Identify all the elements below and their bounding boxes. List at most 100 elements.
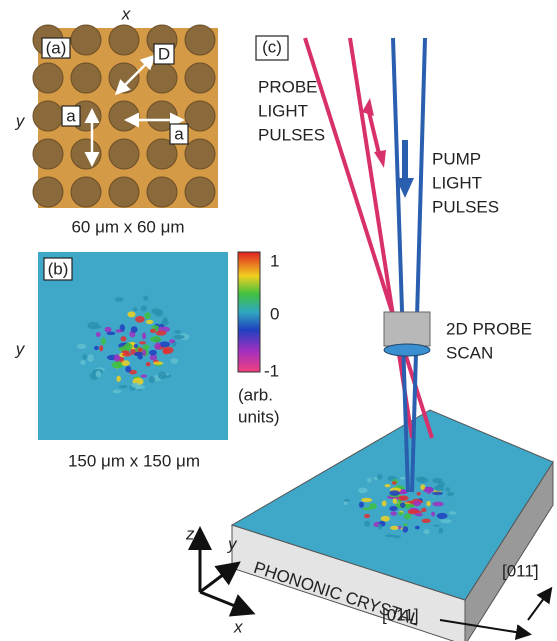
hole [33,177,63,207]
texture [423,529,429,534]
texture [141,375,148,378]
hole [109,139,139,169]
hole [33,101,63,131]
texture [420,484,425,490]
texture [378,524,382,530]
texture [385,484,391,487]
pump-label: PUMP [432,149,481,168]
texture [398,512,403,516]
texture [400,502,405,508]
caption: 150 μm x 150 μm [68,451,200,470]
hole [71,25,101,55]
colorbar-unit: (arb. [238,385,273,404]
texture [82,354,87,359]
texture [447,492,454,497]
texture [116,329,123,332]
texture [134,352,143,357]
axis-label: y [15,111,26,130]
colorbar-tick: 0 [270,304,279,323]
texture [390,526,398,530]
hole [109,101,139,131]
axis-arrow [200,565,236,592]
texture [87,322,99,329]
texture [413,500,421,506]
colorbar-tick: 1 [270,251,279,270]
hole [71,177,101,207]
texture [162,319,169,326]
texture [344,499,350,502]
texture [135,316,145,323]
texture [122,353,131,357]
caption: 60 μm x 60 μm [71,217,184,236]
probe-label: PULSES [258,125,325,144]
texture [131,383,140,388]
texture [113,390,122,394]
texture [142,349,146,356]
texture [449,511,457,514]
objective [384,312,430,346]
texture [125,366,131,373]
texture [390,511,397,515]
texture [162,349,170,355]
texture [389,490,399,496]
texture [146,320,154,324]
texture [416,511,423,514]
hole [185,101,215,131]
texture [80,360,86,365]
texture [445,487,450,491]
texture [171,358,179,364]
pump-label: LIGHT [432,173,482,192]
texture [133,307,138,311]
texture [393,498,398,504]
marker-label: a [66,106,76,125]
texture [422,519,431,523]
texture [417,492,421,496]
texture [426,501,430,507]
texture [156,330,167,335]
texture [421,508,426,512]
texture [149,376,155,383]
texture [432,502,444,507]
texture [150,329,156,333]
texture [99,345,103,351]
texture [143,295,148,300]
texture [400,477,406,480]
texture [382,500,387,506]
texture [361,498,372,502]
texture [377,474,382,479]
texture [169,339,175,343]
texture [415,513,423,516]
hole [71,63,101,93]
hole [109,25,139,55]
axis-label: y [15,339,26,358]
hole [109,63,139,93]
hole [71,139,101,169]
texture [111,361,123,368]
texture [120,336,126,341]
axis-label: y [227,534,238,553]
texture [96,332,101,337]
axis-label: x [233,617,243,636]
probe-label: PROBE [258,77,318,96]
texture [139,341,146,344]
texture [106,332,115,335]
marker-label: a [174,124,184,143]
texture [149,350,157,356]
panel-label: (b) [48,259,69,278]
texture [124,343,133,350]
texture [433,525,440,527]
lens [384,344,430,356]
texture [392,481,397,484]
probe-arrow [368,108,380,158]
texture [437,513,448,519]
texture [101,337,106,344]
texture [158,372,167,380]
texture [174,330,181,333]
texture [141,305,147,311]
direction-label: [011̄] [502,561,539,580]
axis-label: x [121,4,131,23]
texture [393,535,401,538]
texture [432,492,443,495]
texture [369,503,377,509]
texture [364,521,370,527]
